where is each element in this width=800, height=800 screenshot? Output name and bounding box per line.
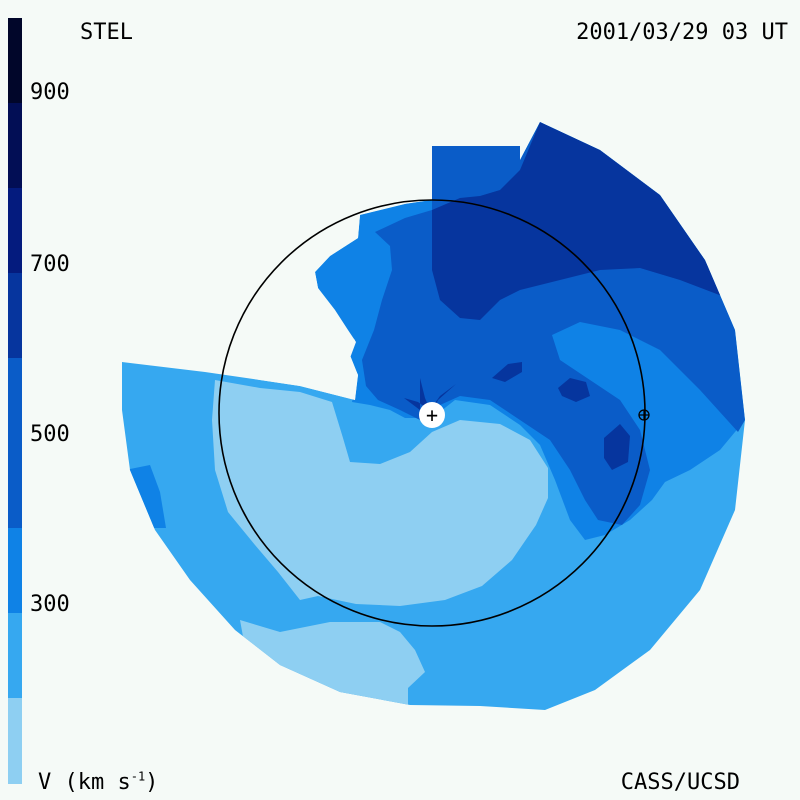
datetime-label: 2001/03/29 03 UT xyxy=(576,20,788,45)
velocity-unit-exponent: -1 xyxy=(130,769,146,784)
earth-orbit xyxy=(218,199,646,627)
velocity-unit-label: V (km s-1) xyxy=(38,769,159,795)
velocity-unit-end: ) xyxy=(145,770,159,795)
sun-marker-disk xyxy=(419,402,445,428)
data-gap xyxy=(218,215,360,400)
colorbar-level-200-300 xyxy=(8,698,22,784)
region-v250-south xyxy=(240,620,425,710)
colorbar-level-900-1000 xyxy=(8,18,22,103)
velocity-colorbar xyxy=(8,18,22,784)
colorbar-tick-700: 700 xyxy=(30,252,70,277)
colorbar-level-300 xyxy=(8,613,22,698)
region-v250-core xyxy=(212,380,548,606)
region-v650-knot1 xyxy=(492,362,522,382)
region-v650-spike xyxy=(404,378,456,412)
colorbar-level-500-600 xyxy=(8,358,22,528)
colorbar-level-700-800 xyxy=(8,188,22,273)
colorbar-level-800-900 xyxy=(8,103,22,188)
region-v650-knot3 xyxy=(604,424,630,470)
colorbar-tick-300: 300 xyxy=(30,592,70,617)
region-v650-knot2 xyxy=(558,378,590,402)
sun-marker-icon: + xyxy=(426,403,438,427)
colorbar-level-600-700 xyxy=(8,273,22,358)
credit-label: CASS/UCSD xyxy=(620,770,740,795)
colorbar-tick-900: 900 xyxy=(30,80,70,105)
velocity-unit-main: V (km s xyxy=(38,770,131,795)
region-v650-ne xyxy=(432,122,722,320)
source-label: STEL xyxy=(80,20,133,45)
colorbar-tick-500: 500 xyxy=(30,422,70,447)
